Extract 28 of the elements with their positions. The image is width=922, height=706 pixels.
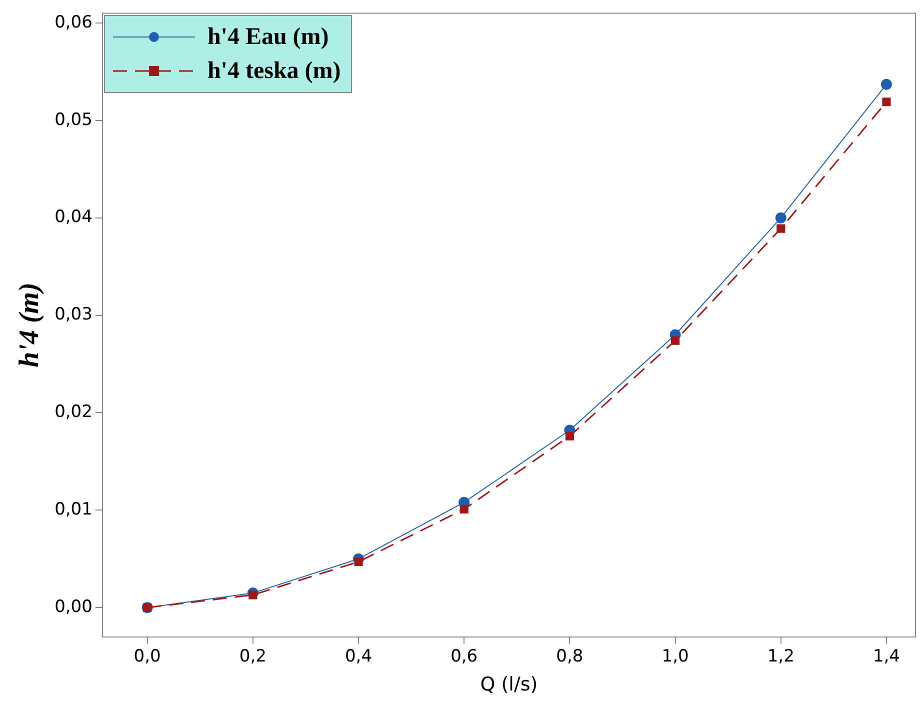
x-tick-label: 0,0: [134, 646, 161, 666]
point: [880, 78, 892, 90]
x-tick-label: 0,4: [344, 646, 372, 666]
y-tick-label: 0,04: [54, 207, 92, 228]
x-tick-label: 0,6: [450, 646, 478, 666]
x-tick-label: 1,0: [662, 646, 689, 666]
point: [460, 504, 468, 514]
y-tick-label: 0,05: [54, 110, 92, 130]
y-tick-label: 0,01: [54, 500, 92, 520]
x-tick-label: 1,4: [872, 646, 900, 666]
x-axis-title: Q (l/s): [480, 674, 538, 696]
point: [565, 432, 574, 440]
point: [775, 212, 786, 224]
point: [882, 98, 891, 106]
point: [670, 336, 680, 345]
x-tick-label: 0,2: [239, 646, 266, 666]
point: [248, 590, 258, 600]
x-tick-label: 0,8: [556, 646, 584, 666]
x-tick-label: 1,2: [767, 646, 794, 666]
y-tick-label: 0,03: [54, 304, 92, 325]
y-axis-title: h'4 (m): [14, 282, 46, 368]
legend-label: h'4 Eau (m): [207, 24, 329, 51]
point: [354, 557, 363, 566]
y-tick-label: 0,02: [54, 402, 92, 422]
y-tick-label: 0,00: [54, 596, 92, 617]
y-tick-label: 0,06: [54, 12, 92, 32]
point: [776, 224, 786, 233]
legend-label: h'4 teska (m): [207, 58, 341, 85]
